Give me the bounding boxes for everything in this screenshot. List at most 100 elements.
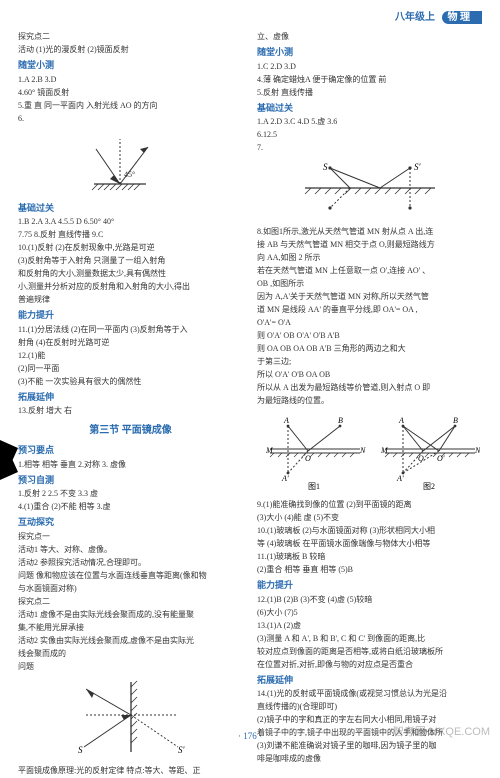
text: (3)反射角等于入射角 只测量了一组入射角 bbox=[18, 255, 243, 267]
text: 与水面镜面对称) bbox=[18, 583, 243, 595]
text: 问题 像和物应该在位置与水面连线垂直等距离(像和物 bbox=[18, 570, 243, 582]
watermark: 智考圈 MXQE.COM bbox=[393, 723, 490, 739]
text: 14.(1)光的反射或平面镜成像(或视觉习惯总认为光是沿 bbox=[257, 688, 482, 700]
section-yuxizice: 预习自测 bbox=[18, 474, 243, 488]
text: 4.(1)重合 (2)不能 相等 3.虚 bbox=[18, 501, 243, 513]
svg-text:A: A bbox=[398, 416, 404, 425]
text: 8.如图1所示,激光从天然气管道 MN 射从点 A 出,连 bbox=[257, 226, 482, 238]
text: 4.60° 镜面反射 bbox=[18, 87, 243, 99]
text: 集,不能用光屏承接 bbox=[18, 622, 243, 634]
svg-text:S': S' bbox=[178, 745, 186, 755]
section-tuozhan: 拓展延伸 bbox=[18, 391, 243, 405]
text: 探究点二 bbox=[18, 31, 243, 43]
svg-text:M: M bbox=[380, 446, 389, 455]
chapter-title: 第三节 平面镜成像 bbox=[18, 423, 243, 438]
text: 4.薄 确定蜡烛A 便于确定像的位置 前 bbox=[257, 74, 482, 86]
text: 探究点二 bbox=[18, 596, 243, 608]
svg-text:B: B bbox=[338, 416, 343, 425]
text: 10.(1)玻璃板 (2)与水面镜面对称 (3)形状相同大小相 bbox=[257, 525, 482, 537]
right-column: 立、虚像 随堂小测 1.C 2.D 3.D 4.薄 确定蜡烛A 便于确定像的位置… bbox=[257, 30, 482, 778]
svg-text:B: B bbox=[453, 416, 458, 425]
svg-text:A': A' bbox=[396, 474, 404, 483]
text: 11.(1)玻璃板 B 较暗 bbox=[257, 551, 482, 563]
text: 12.(1)B (2)B (3)不变 (4)虚 (5)较暗 bbox=[257, 594, 482, 606]
text: 因为 A,A'关于天然气管道 MN 对称,所以天然气管 bbox=[257, 291, 482, 303]
page-header: 八年级上 物 理 bbox=[395, 8, 482, 23]
text: (3)不能 一次实验具有很大的偶然性 bbox=[18, 376, 243, 388]
figure-pipeline-pair: A B M N bbox=[257, 411, 482, 495]
text: 12.(1)能 bbox=[18, 350, 243, 362]
text: 所以从 A 出发为最短路线等价管道,则入射点 O 即 bbox=[257, 382, 482, 394]
figure-mirror-image: S S' bbox=[18, 677, 243, 761]
text: 向 AA,如图 2 所示 bbox=[257, 252, 482, 264]
text: 探究点一 bbox=[18, 531, 243, 543]
svg-text:S: S bbox=[323, 162, 328, 172]
text: 1.A 2.D 3.C 4.D 5.虚 3.6 bbox=[257, 116, 482, 128]
text: 1.反射 2 2.5 不变 3.3 虚 bbox=[18, 488, 243, 500]
svg-text:S: S bbox=[78, 745, 83, 755]
text: 6. bbox=[18, 113, 243, 125]
section-suitang: 随堂小测 bbox=[18, 59, 243, 73]
text: 5.重 直 同一平面内 入射光线 AO 的方向 bbox=[18, 100, 243, 112]
svg-text:N: N bbox=[359, 446, 366, 455]
text: 1.C 2.D 3.D bbox=[257, 61, 482, 73]
text: (3)刘谦不能准确说对镜子里的咖啡,因为镜子里的咖 bbox=[257, 740, 482, 752]
text: 普遍规律 bbox=[18, 294, 243, 306]
text: 等 (4)玻璃板 在平面镜水面像端像与物体大小相等 bbox=[257, 538, 482, 550]
text: 6.12.5 bbox=[257, 129, 482, 141]
text: 啡是咖啡成的虚像 bbox=[257, 753, 482, 765]
subject-badge: 物 理 bbox=[442, 11, 483, 24]
text: 13.反射 增大 右 bbox=[18, 405, 243, 417]
text: O'A'= O'A bbox=[257, 317, 482, 329]
text: 则 O'A' OB O'A' O'B A'B bbox=[257, 330, 482, 342]
svg-text:45°: 45° bbox=[124, 170, 135, 179]
text: (2)同一平面 bbox=[18, 363, 243, 375]
svg-text:A': A' bbox=[281, 474, 289, 483]
svg-text:M: M bbox=[265, 446, 274, 455]
text: 7.75 8.反射 直线传播 9.C bbox=[18, 229, 243, 241]
text: 则 OA OB OA OB A'B 三角形的两边之和大 bbox=[257, 343, 482, 355]
text: (2)重合 相等 垂直 相等 (5)B bbox=[257, 564, 482, 576]
section-nengli: 能力提升 bbox=[18, 309, 243, 323]
text: 于第三边; bbox=[257, 356, 482, 368]
text: 较对应点到像面的距离是否相等,或将白纸沿玻璃板所 bbox=[257, 646, 482, 658]
text: 线会聚而成的 bbox=[18, 648, 243, 660]
text: 1.A 2.B 3.D bbox=[18, 74, 243, 86]
figure-reflection-45: 45° bbox=[18, 129, 243, 198]
text: 13.(1)A (2)虚 bbox=[257, 620, 482, 632]
svg-text:N: N bbox=[474, 446, 480, 455]
text: 9.(1)能准确找到像的位置 (2)到平面镜的距离 bbox=[257, 499, 482, 511]
text: 立、虚像 bbox=[257, 31, 482, 43]
text: 1.相等 相等 垂直 2.对称 3. 虚像 bbox=[18, 459, 243, 471]
text: 接 AB 与天然气管道 MN 相交于点 O,则最短路线方 bbox=[257, 239, 482, 251]
svg-text:O': O' bbox=[437, 454, 445, 463]
text: 11.(1)分居法线 (2)在同一平面内 (3)反射角等于入 bbox=[18, 324, 243, 336]
text: 活动2 参照探究活动情况,合理即可。 bbox=[18, 557, 243, 569]
text: (6)大小 (7)5 bbox=[257, 607, 482, 619]
text: 活动2 实像由实际光线会聚而成,虚像不是由实际光 bbox=[18, 635, 243, 647]
left-column: 探究点二 活动 (1)光的漫反射 (2)镜面反射 随堂小测 1.A 2.B 3.… bbox=[18, 30, 243, 778]
figure-ss-mirror: S S' bbox=[257, 158, 482, 222]
section-hudong: 互动探究 bbox=[18, 516, 243, 530]
section-jichu-r: 基础过关 bbox=[257, 102, 482, 116]
section-suitang-r: 随堂小测 bbox=[257, 46, 482, 60]
text: 和反射角的大小,测量数据太少,具有偶然性 bbox=[18, 268, 243, 280]
grade-label: 八年级上 bbox=[395, 12, 435, 23]
content-columns: 探究点二 活动 (1)光的漫反射 (2)镜面反射 随堂小测 1.A 2.B 3.… bbox=[18, 30, 482, 778]
text: 射角 (4)在反射时光路可逆 bbox=[18, 337, 243, 349]
section-nengli-r: 能力提升 bbox=[257, 579, 482, 593]
text: (3)大小 (4)能 虚 (5)不变 bbox=[257, 512, 482, 524]
section-jichu: 基础过关 bbox=[18, 202, 243, 216]
text: 1.B 2.A 3.A 4.5.5 D 6.50° 40° bbox=[18, 216, 243, 228]
svg-text:A: A bbox=[283, 416, 289, 425]
page-tear-artifact bbox=[0, 440, 18, 480]
text: 小,测量并分析对应的反射角和入射角的大小,得出 bbox=[18, 281, 243, 293]
svg-text:图1: 图1 bbox=[308, 482, 320, 491]
text: 活动1 虚像不是由实际光线会聚而成的,没有能量聚 bbox=[18, 609, 243, 621]
text: 10.(1)反射 (2)在反射现象中,光路是可逆 bbox=[18, 242, 243, 254]
text: 5.反射 直线传播 bbox=[257, 87, 482, 99]
text: 在位置对折,对折,即像与物的对应点是否重合 bbox=[257, 659, 482, 671]
text: (3)测量 A 和 A', B 和 B', C 和 C' 到像面的距离,比 bbox=[257, 633, 482, 645]
text: 活动1 等大、对称、虚像。 bbox=[18, 544, 243, 556]
svg-text:O: O bbox=[305, 454, 311, 463]
